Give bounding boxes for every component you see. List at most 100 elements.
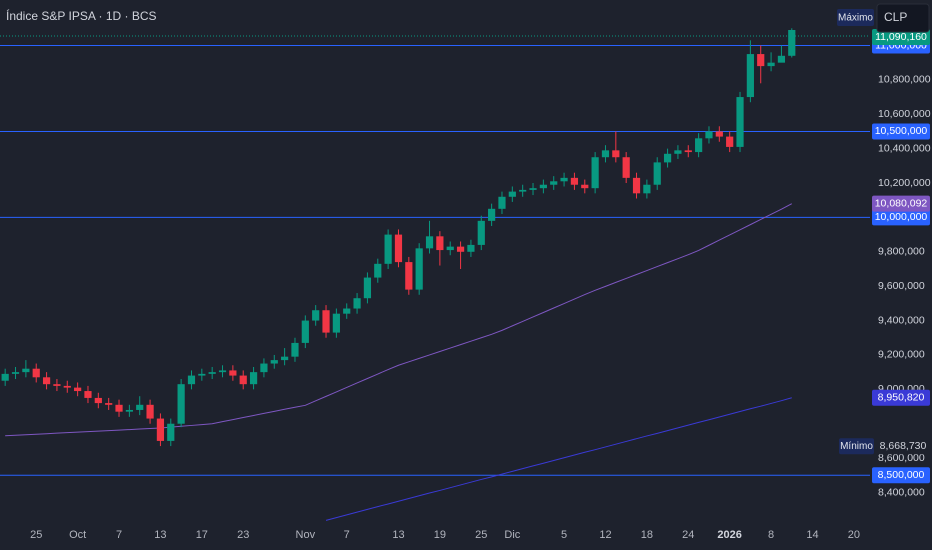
price-label: 11,090,160 xyxy=(875,31,927,43)
candle-body xyxy=(777,55,786,63)
high-badge: Máximo xyxy=(838,13,873,24)
candle-body xyxy=(136,404,144,410)
x-tick-label: 19 xyxy=(434,529,446,541)
candle-body xyxy=(498,196,506,209)
price-label: 10,080,092 xyxy=(875,197,928,209)
x-tick-label: 24 xyxy=(682,529,694,541)
candle-body xyxy=(684,150,692,153)
candle-body xyxy=(42,377,51,385)
candle-body xyxy=(736,97,744,147)
candle-body xyxy=(32,368,40,378)
candle-body xyxy=(105,403,113,405)
candle-body xyxy=(239,375,247,385)
x-tick-label: 8 xyxy=(768,529,774,541)
candle-body xyxy=(63,385,71,388)
low-caption: Mínimo xyxy=(840,441,873,452)
y-tick-label: 9,200,000 xyxy=(878,349,925,361)
x-tick-label: 12 xyxy=(599,529,611,541)
candle-body xyxy=(405,262,413,290)
candle-body xyxy=(125,409,133,412)
candle-body xyxy=(11,372,20,374)
price-line-label: 10,500,000 xyxy=(875,125,928,137)
candle-body xyxy=(715,131,723,137)
candle-body xyxy=(570,177,579,185)
candle-body xyxy=(560,177,568,182)
candle-body xyxy=(229,370,237,376)
x-tick-label: 13 xyxy=(392,529,404,541)
candle-body xyxy=(674,150,682,154)
x-tick-label: 7 xyxy=(344,529,350,541)
price-line-label: 8,500,000 xyxy=(878,469,925,481)
y-tick-label: 10,200,000 xyxy=(878,177,931,189)
y-tick-label: 9,600,000 xyxy=(878,280,925,292)
candle-body xyxy=(726,136,734,147)
low-value-bg xyxy=(876,438,930,455)
candle-body xyxy=(622,157,630,178)
candle-body xyxy=(74,387,82,392)
x-tick-label: 20 xyxy=(848,529,860,541)
candle-body xyxy=(550,181,558,185)
price-axis: 8,400,0008,600,0009,000,0009,200,0009,40… xyxy=(839,29,931,498)
candle-body xyxy=(270,360,278,364)
candle-body xyxy=(477,220,485,245)
x-tick-label: 25 xyxy=(30,529,42,541)
candle-body xyxy=(353,298,361,309)
x-tick-label: 17 xyxy=(196,529,208,541)
candle-body xyxy=(343,308,351,314)
candle-body xyxy=(591,157,599,189)
candle-body xyxy=(529,188,537,190)
candle-body xyxy=(167,423,175,441)
chart-title: Índice S&P IPSA · 1D · BCS xyxy=(6,8,157,23)
y-tick-label: 10,600,000 xyxy=(878,108,931,120)
currency-button[interactable] xyxy=(876,3,930,33)
y-tick-label: 9,400,000 xyxy=(878,314,925,326)
candle-body xyxy=(446,246,454,251)
candle-body xyxy=(415,248,423,290)
candle-body xyxy=(767,62,775,67)
candle-body xyxy=(291,342,299,357)
low-value: 8,668,730 xyxy=(880,440,927,452)
candle-body xyxy=(384,234,392,264)
low-caption-bg xyxy=(839,438,874,455)
candle-body xyxy=(757,54,765,67)
x-tick-label: 23 xyxy=(237,529,249,541)
candle-body xyxy=(177,384,185,424)
candle-body xyxy=(249,372,258,385)
price-line-label: 10,000,000 xyxy=(875,211,928,223)
candle-body xyxy=(84,391,92,398)
candle-body xyxy=(643,184,651,194)
candle-body xyxy=(332,313,340,333)
price-label: 8,950,820 xyxy=(878,392,925,404)
average-line xyxy=(5,203,793,437)
candle-body xyxy=(539,184,547,189)
candle-body xyxy=(653,162,661,185)
candle-body xyxy=(22,368,30,373)
candle-body xyxy=(146,404,154,419)
y-tick-label: 10,400,000 xyxy=(878,142,931,154)
candle-body xyxy=(363,277,372,299)
badge-bg xyxy=(837,9,874,26)
candle-body xyxy=(425,236,434,249)
x-tick-label: Oct xyxy=(69,529,86,541)
x-tick-label: 25 xyxy=(475,529,487,541)
x-tick-label: 13 xyxy=(154,529,166,541)
candle-body xyxy=(456,246,465,252)
candle-body xyxy=(612,150,620,158)
x-tick-label: 14 xyxy=(806,529,818,541)
candle-body xyxy=(394,234,403,263)
candle-body xyxy=(115,404,123,412)
average-line xyxy=(325,397,792,521)
candle-body xyxy=(94,397,102,404)
candle-body xyxy=(519,189,527,192)
x-tick-label: 7 xyxy=(116,529,122,541)
candle-body xyxy=(601,150,610,158)
currency-label[interactable]: CLP xyxy=(884,10,907,24)
candle-body xyxy=(53,384,61,386)
candle-body xyxy=(467,244,475,252)
candle-body xyxy=(322,310,330,333)
candle-body xyxy=(374,263,382,278)
x-tick-label: Nov xyxy=(296,529,316,541)
x-tick-label: 18 xyxy=(641,529,653,541)
x-tick-label: Dic xyxy=(504,529,520,541)
